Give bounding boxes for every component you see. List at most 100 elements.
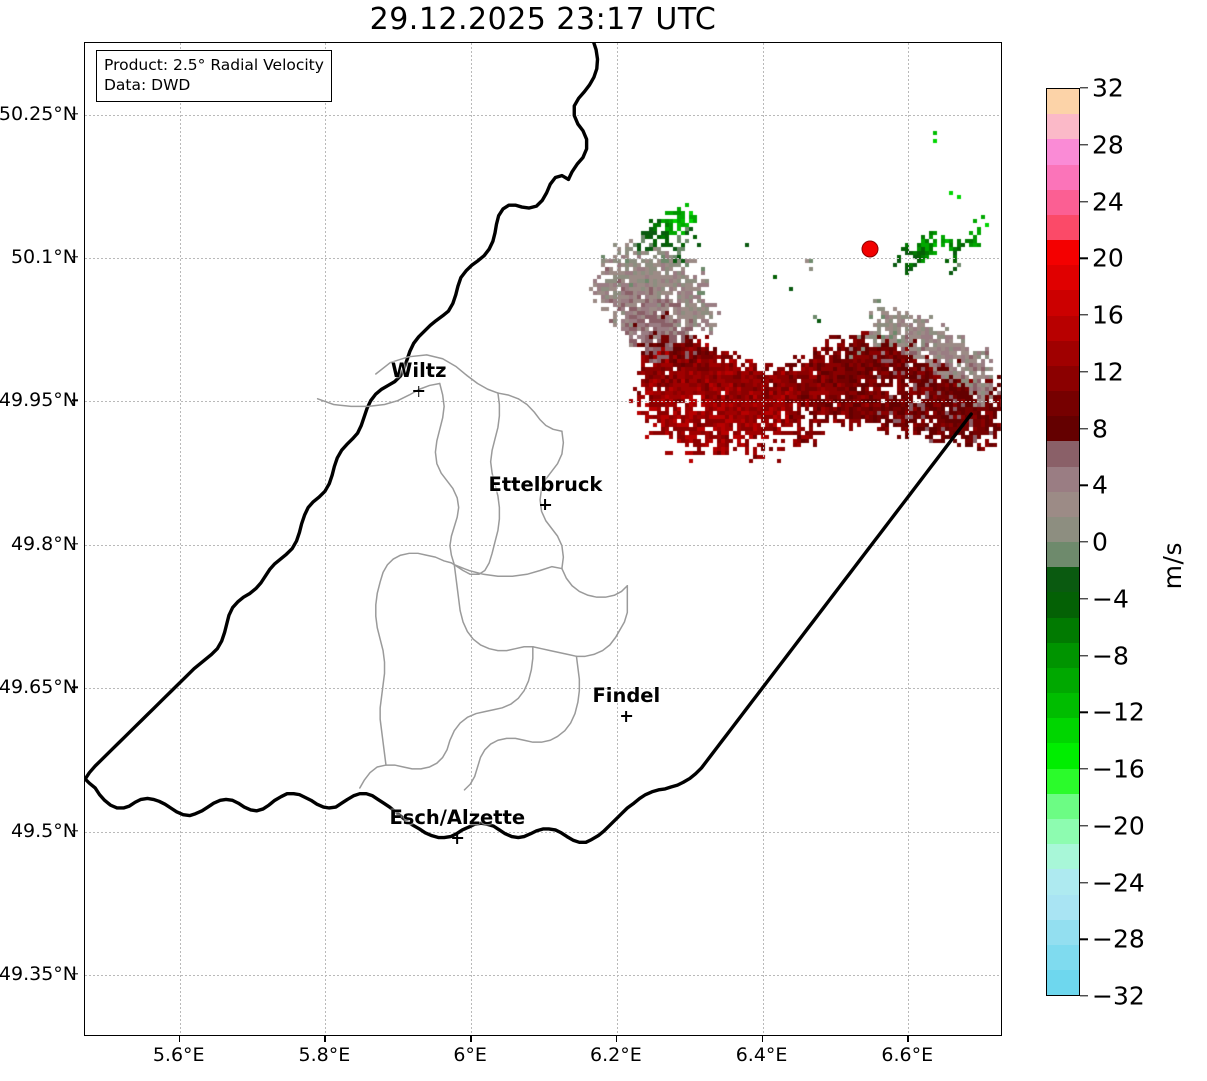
- gridline-latitude: [85, 544, 1001, 546]
- colorbar-tick-label: −12: [1092, 697, 1145, 727]
- x-axis-tick-mark: [178, 1036, 181, 1042]
- gridline-longitude: [179, 43, 181, 1035]
- x-axis-tick-mark: [907, 1036, 909, 1042]
- y-axis-tick-label: 49.35°N: [0, 962, 77, 985]
- canton-boundary: [375, 552, 456, 766]
- national-border-south-east: [85, 412, 973, 845]
- colorbar-tick-mark: [1080, 995, 1088, 997]
- colorbar-tick-label: −16: [1092, 754, 1145, 784]
- geography-layer: [85, 43, 973, 845]
- colorbar-tick-label: 24: [1092, 187, 1124, 216]
- y-axis-tick-mark: [72, 973, 78, 975]
- city-label-findel: Findel: [592, 686, 660, 722]
- x-axis-tick-label: 6°E: [453, 1044, 487, 1066]
- colorbar-color-cell: [1047, 542, 1079, 568]
- x-axis-tick-label: 5.6°E: [152, 1044, 205, 1066]
- colorbar-color-cell: [1047, 240, 1079, 266]
- colorbar-tick-mark: [1080, 484, 1088, 486]
- info-data-line: Data: DWD: [104, 76, 191, 95]
- colorbar-tick-label: 4: [1092, 470, 1108, 500]
- colorbar-tick-mark: [1080, 768, 1088, 770]
- colorbar-color-cell: [1047, 114, 1079, 140]
- product-info-box: Product: 2.5° Radial Velocity Data: DWD: [96, 50, 332, 102]
- colorbar-color-cell: [1047, 567, 1079, 593]
- gridline-latitude: [85, 831, 1001, 833]
- canton-boundary: [453, 564, 563, 577]
- y-axis-tick-label: 50.1°N: [10, 246, 77, 269]
- gridline-longitude: [908, 43, 910, 1035]
- colorbar-color-cell: [1047, 667, 1079, 694]
- gridline-latitude: [85, 114, 1001, 116]
- gridlines-layer: [85, 43, 1001, 1035]
- colorbar-color-cell: [1047, 214, 1079, 241]
- colorbar-tick-mark: [1080, 144, 1088, 146]
- colorbar-color-cell: [1047, 189, 1079, 215]
- colorbar-color-cell: [1047, 466, 1079, 492]
- colorbar-tick-mark: [1080, 881, 1088, 884]
- canton-boundary: [532, 584, 629, 658]
- colorbar-color-cell: [1047, 970, 1079, 996]
- colorbar-color-cell: [1047, 441, 1079, 467]
- x-axis-tick-label: 6.2°E: [589, 1044, 642, 1066]
- city-name: Ettelbruck: [488, 472, 603, 496]
- colorbar-color-cell: [1047, 844, 1079, 870]
- x-axis-tick-label: 5.8°E: [298, 1044, 351, 1066]
- y-axis-tick-mark: [72, 256, 78, 258]
- colorbar-tick-label: 32: [1092, 73, 1124, 103]
- canton-boundary: [463, 655, 581, 791]
- x-axis-tick-mark: [615, 1036, 618, 1042]
- colorbar-axis-label: m/s: [1158, 542, 1187, 590]
- colorbar-color-cell: [1047, 491, 1079, 517]
- colorbar-tick-mark: [1080, 711, 1088, 713]
- radar-velocity-layer: [85, 43, 1001, 1035]
- city-cross-marker-icon: [413, 385, 425, 397]
- colorbar-tick-label: −32: [1092, 981, 1145, 1011]
- colorbar-color-cell: [1047, 391, 1079, 417]
- colorbar-tick-label: 16: [1092, 300, 1124, 330]
- colorbar[interactable]: [1046, 88, 1080, 996]
- y-axis-tick-mark: [72, 112, 78, 115]
- canton-boundary: [359, 646, 534, 789]
- colorbar-tick-label: 8: [1092, 414, 1108, 443]
- colorbar-tick-label: −20: [1092, 811, 1145, 841]
- y-axis-tick-mark: [72, 686, 78, 688]
- colorbar-color-cell: [1047, 592, 1079, 618]
- gridline-latitude: [85, 688, 1001, 690]
- y-axis-tick-label: 49.8°N: [10, 532, 77, 555]
- colorbar-color-cell: [1047, 340, 1079, 366]
- colorbar-tick-mark: [1080, 427, 1088, 430]
- colorbar-color-cell: [1047, 516, 1079, 543]
- colorbar-color-cell: [1047, 617, 1079, 643]
- colorbar-tick-label: −28: [1092, 924, 1145, 954]
- x-axis-tick-mark: [470, 1036, 472, 1042]
- gridline-latitude: [85, 401, 1001, 403]
- colorbar-color-cell: [1047, 164, 1079, 190]
- info-product-line: Product: 2.5° Radial Velocity: [104, 56, 324, 74]
- canton-boundary: [453, 564, 534, 652]
- gridline-latitude: [85, 974, 1001, 976]
- national-border-west: [85, 173, 571, 782]
- gridline-longitude: [616, 43, 618, 1035]
- y-axis-tick-labels: 50.25°N 50.1°N 49.95°N 49.8°N 49.65°N 49.5°N 4…: [0, 42, 78, 1036]
- y-axis-tick-label: 49.65°N: [0, 676, 77, 699]
- colorbar-color-cell: [1047, 139, 1079, 165]
- city-label-ettelbruck: Ettelbruck: [488, 472, 603, 511]
- colorbar-tick-mark: [1080, 371, 1088, 373]
- gridline-longitude: [325, 43, 327, 1035]
- x-axis-tick-mark: [324, 1036, 326, 1042]
- colorbar-tick-mark: [1080, 200, 1088, 203]
- city-name: Findel: [592, 684, 661, 708]
- gridline-latitude: [85, 258, 1001, 260]
- colorbar-color-cell: [1047, 768, 1079, 794]
- colorbar-tick-label: 28: [1092, 130, 1124, 160]
- city-cross-marker-icon: [451, 832, 463, 844]
- colorbar-color-cell: [1047, 693, 1079, 719]
- x-axis-tick-label: 6.6°E: [881, 1044, 934, 1066]
- city-name: Wiltz: [390, 359, 447, 383]
- map-plot-area[interactable]: Wiltz Ettelbruck Findel Esch/Alzette: [84, 42, 1002, 1036]
- city-cross-marker-icon: [539, 499, 551, 511]
- canton-boundary: [316, 382, 441, 408]
- page-title: 29.12.2025 23:17 UTC: [369, 2, 717, 37]
- canton-boundary: [453, 392, 501, 576]
